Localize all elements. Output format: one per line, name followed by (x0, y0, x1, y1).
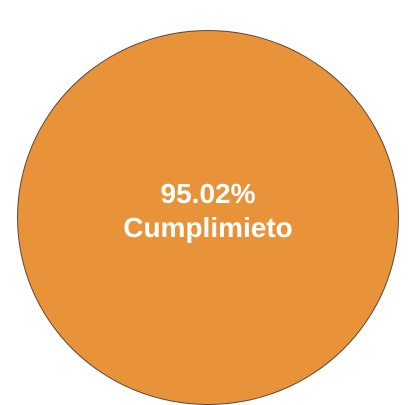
compliance-label: Cumplimieto (123, 211, 293, 243)
compliance-value: 95.02% (160, 177, 256, 209)
compliance-circle: 95.02% Cumplimieto (17, 30, 399, 405)
